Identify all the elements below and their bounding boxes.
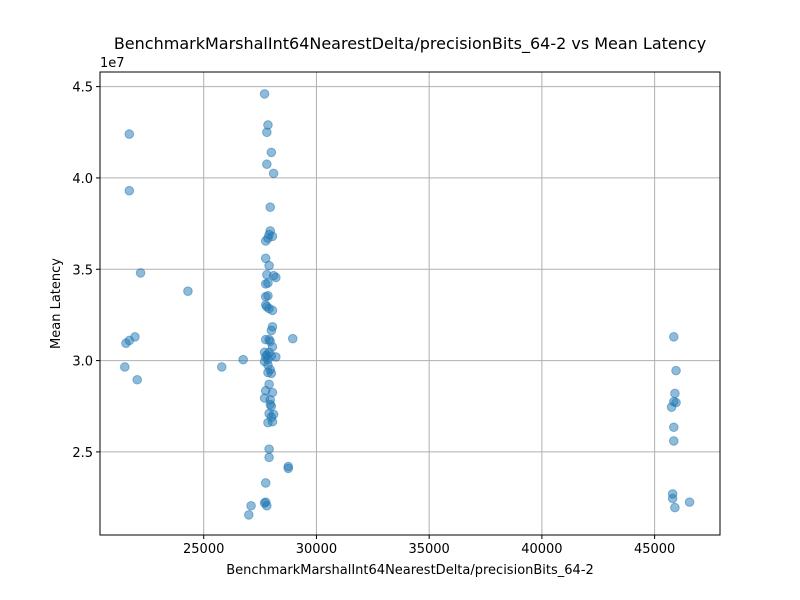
x-tick-label: 45000	[634, 542, 675, 557]
x-tick-label: 25000	[183, 542, 224, 557]
data-point	[264, 452, 274, 463]
data-point	[271, 272, 281, 283]
y-tick-label: 3.0	[72, 355, 93, 370]
y-axis-ticks: 2.5 3.0 3.5 4.0 4.5	[72, 81, 100, 461]
data-point	[260, 478, 271, 488]
plot-frame	[99, 71, 721, 536]
data-point	[120, 362, 130, 372]
data-point	[287, 333, 298, 344]
y-tick-label: 3.5	[72, 263, 93, 278]
data-point	[264, 444, 274, 454]
data-point	[246, 500, 256, 511]
data-point	[668, 436, 679, 446]
y-tick-label: 2.5	[72, 446, 93, 461]
chart-title: BenchmarkMarshalInt64NearestDelta/precis…	[114, 34, 706, 54]
data-point	[265, 202, 276, 212]
data-point	[668, 332, 679, 342]
data-point	[132, 374, 142, 385]
data-point	[135, 268, 146, 278]
data-point	[266, 368, 277, 379]
grid-lines	[100, 72, 720, 535]
data-point	[670, 502, 680, 513]
data-point	[244, 510, 254, 520]
data-point	[671, 365, 681, 376]
data-point	[264, 260, 274, 271]
y-tick-label: 4.0	[72, 172, 93, 187]
x-axis-ticks: 25000 30000 35000 40000 45000	[183, 535, 675, 557]
data-point	[262, 127, 272, 138]
data-point	[262, 159, 272, 170]
data-point	[260, 279, 271, 289]
y-tick-label: 4.5	[72, 81, 93, 96]
data-point	[266, 147, 277, 158]
data-point	[183, 286, 193, 296]
data-point	[263, 417, 273, 428]
data-point	[266, 325, 277, 336]
data-point	[667, 493, 678, 504]
data-points	[120, 89, 695, 520]
data-point	[666, 402, 677, 412]
y-offset-label: 1e7	[100, 56, 125, 71]
data-point	[668, 422, 679, 433]
data-point	[670, 388, 680, 399]
x-tick-label: 35000	[408, 542, 449, 557]
data-point	[262, 500, 272, 511]
data-point	[238, 354, 248, 365]
x-axis-label: BenchmarkMarshalInt64NearestDelta/precis…	[226, 563, 594, 578]
data-point	[259, 89, 270, 99]
x-tick-label: 40000	[521, 542, 562, 557]
y-axis-label: Mean Latency	[49, 258, 64, 349]
data-point	[124, 185, 135, 196]
data-point	[267, 305, 278, 316]
data-point	[216, 362, 227, 372]
data-point	[684, 497, 695, 507]
data-point	[121, 338, 131, 349]
data-point	[271, 352, 281, 362]
data-point	[124, 129, 135, 139]
data-point	[268, 168, 279, 179]
x-tick-label: 30000	[296, 542, 337, 557]
data-point	[283, 463, 294, 474]
data-point	[260, 236, 271, 246]
data-point	[260, 291, 271, 302]
